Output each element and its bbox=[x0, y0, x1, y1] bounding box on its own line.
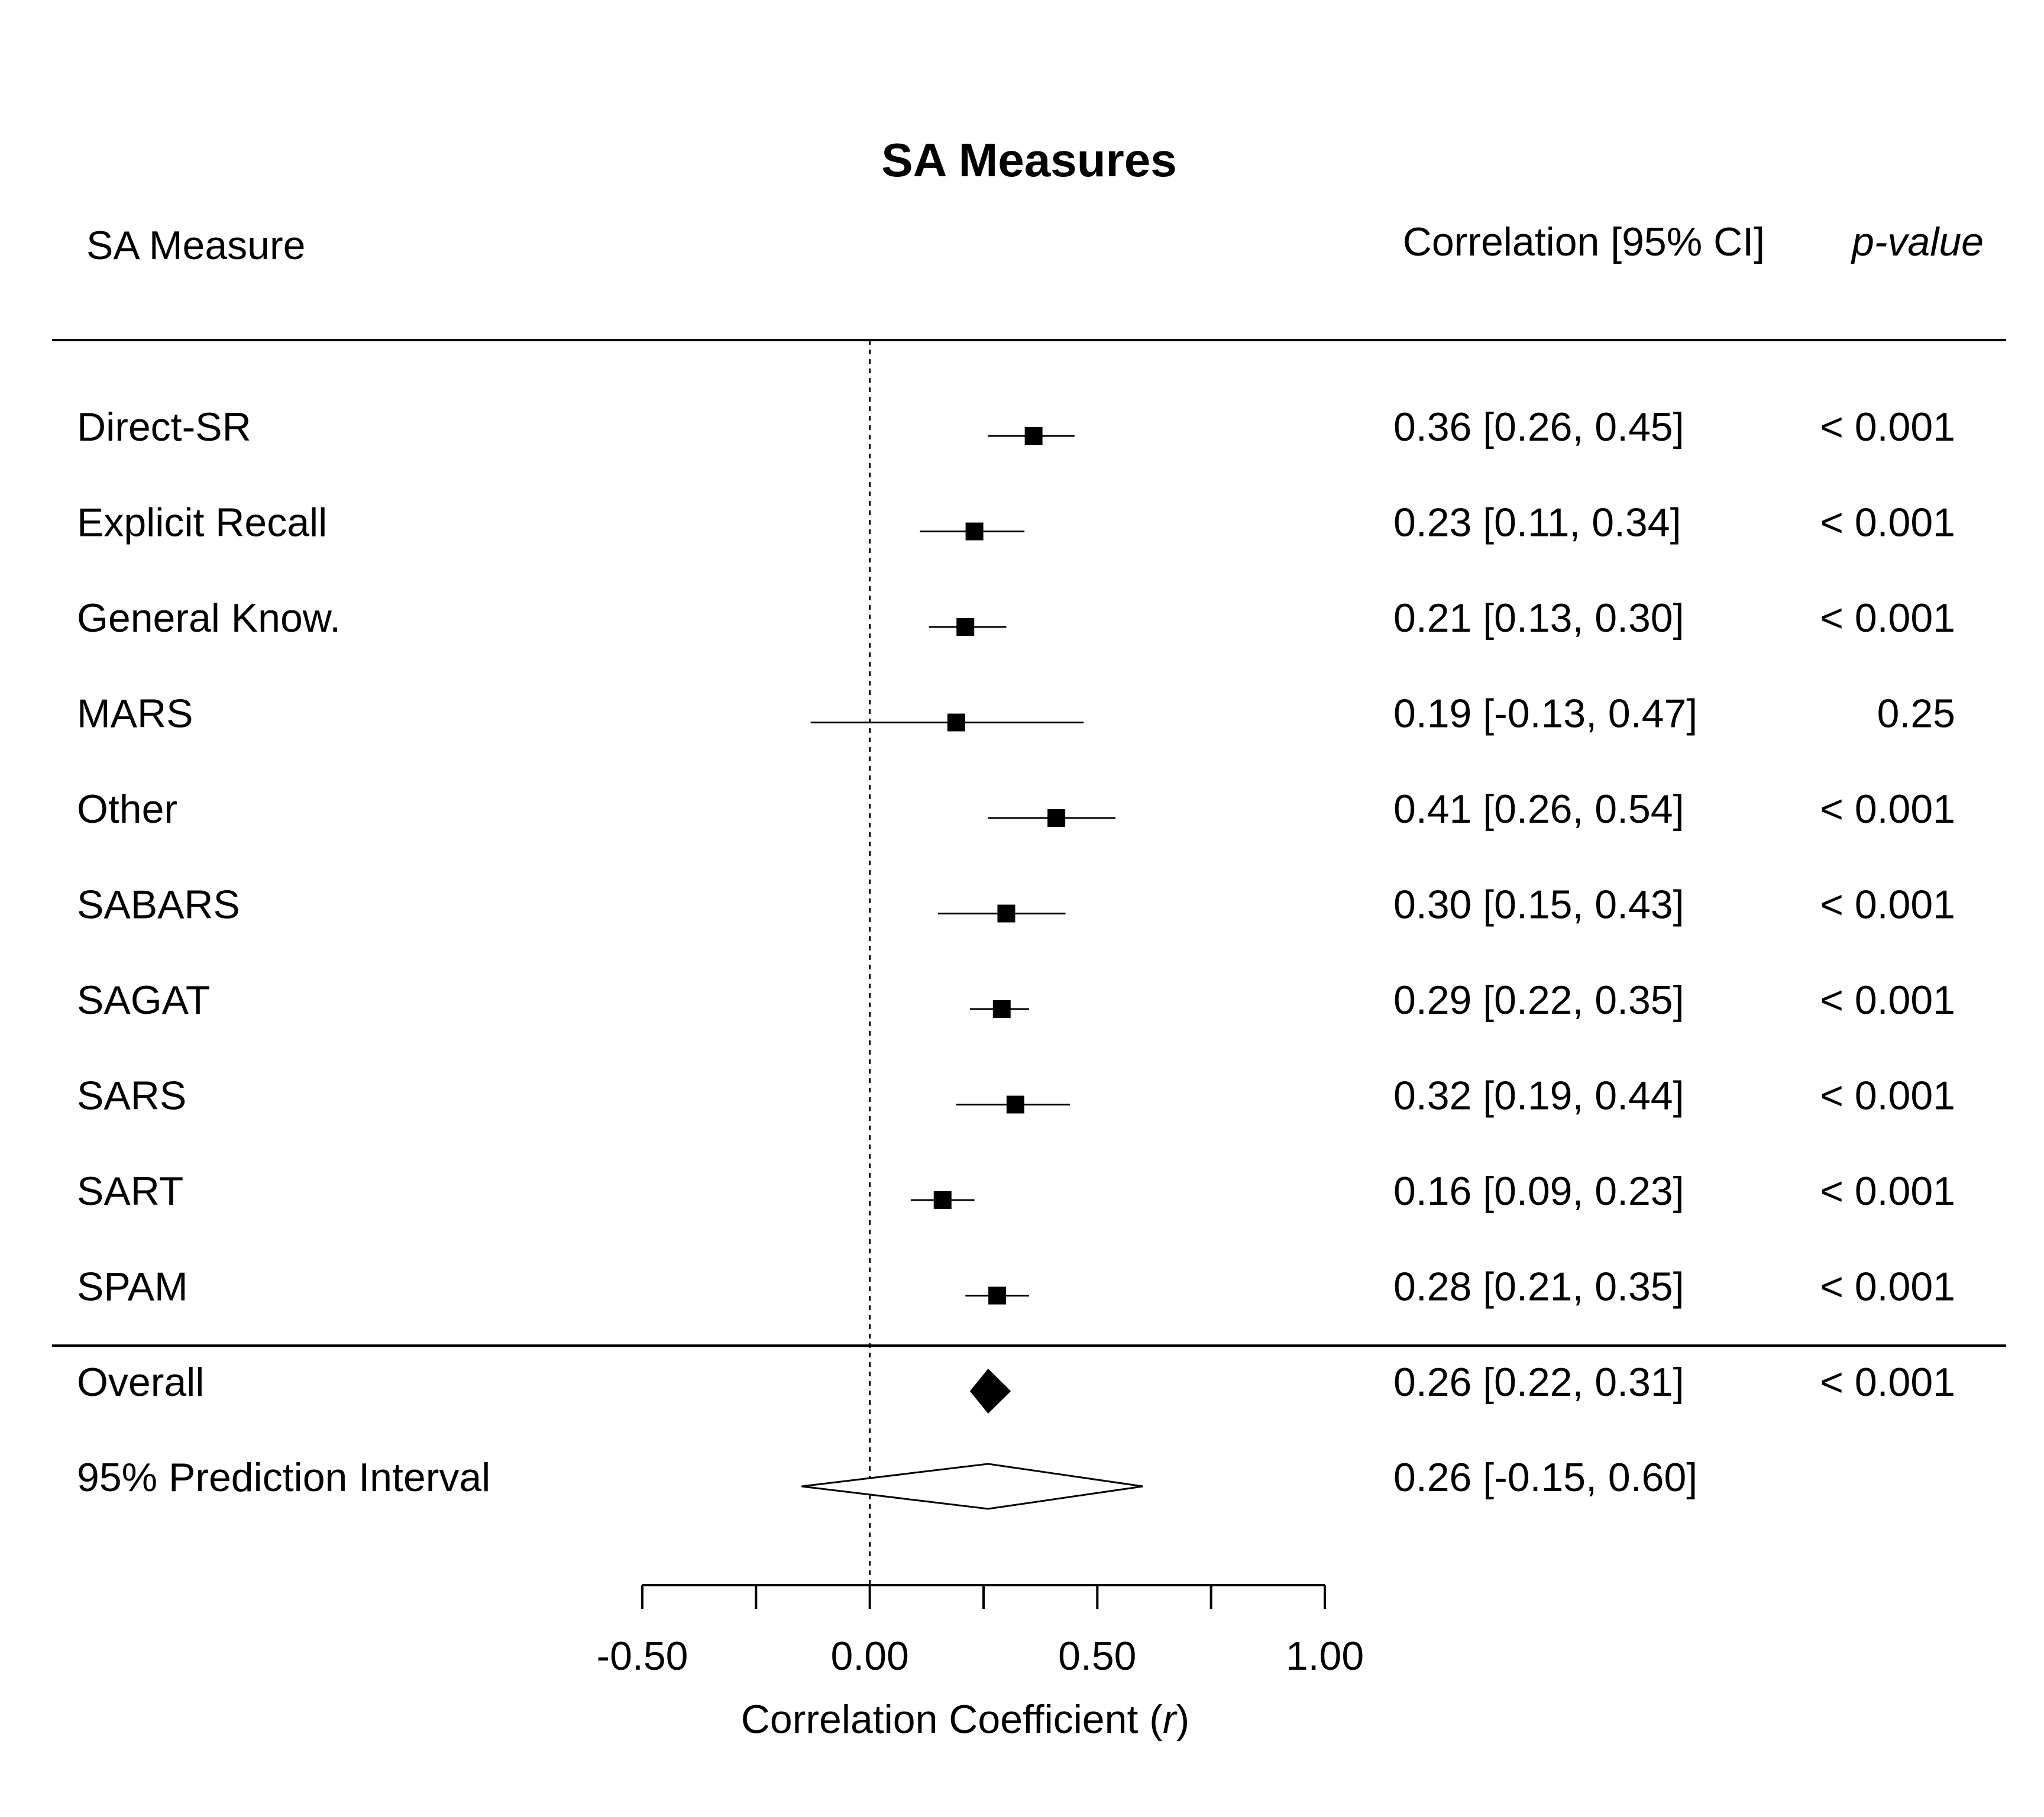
point-estimate-marker bbox=[956, 618, 975, 636]
study-label: SART bbox=[77, 1169, 183, 1214]
ci-text: 0.23 [0.11, 0.34] bbox=[1393, 500, 1681, 545]
study-rows: Direct-SR 0.36 [0.26, 0.45] < 0.001Explici… bbox=[77, 405, 1955, 1310]
p-value-text: < 0.001 bbox=[1820, 500, 1955, 545]
ci-text: 0.30 [0.15, 0.43] bbox=[1393, 882, 1684, 927]
study-label: SPAM bbox=[77, 1265, 188, 1310]
ci-text: 0.16 [0.09, 0.23] bbox=[1393, 1169, 1684, 1214]
chart-title: SA Measures bbox=[881, 134, 1177, 186]
point-estimate-marker bbox=[1047, 809, 1066, 827]
study-label: Other bbox=[77, 787, 177, 832]
p-value-text: < 0.001 bbox=[1820, 405, 1955, 450]
study-row: Direct-SR 0.36 [0.26, 0.45] < 0.001 bbox=[77, 405, 1955, 450]
x-axis-tick-label: 0.50 bbox=[1058, 1634, 1136, 1679]
x-axis-title-prefix: Correlation Coefficient ( bbox=[741, 1697, 1163, 1742]
study-row: Other 0.41 [0.26, 0.54] < 0.001 bbox=[77, 787, 1955, 832]
point-estimate-marker bbox=[1006, 1095, 1024, 1114]
x-axis-tick-label: 1.00 bbox=[1286, 1634, 1364, 1679]
prediction-interval-row: 95% Prediction Interval 0.26 [-0.15, 0.60… bbox=[77, 1455, 1697, 1510]
x-axis-title: Correlation Coefficient (r) bbox=[741, 1697, 1189, 1742]
study-row: Explicit Recall 0.23 [0.11, 0.34] < 0.001 bbox=[77, 500, 1955, 545]
x-axis-tick-label: 0.00 bbox=[830, 1634, 908, 1679]
study-label: MARS bbox=[77, 691, 193, 736]
p-value-text: < 0.001 bbox=[1820, 882, 1955, 927]
point-estimate-marker bbox=[933, 1191, 952, 1209]
measure-column-header: SA Measure bbox=[86, 223, 305, 268]
p-value-text: < 0.001 bbox=[1820, 596, 1955, 641]
study-label: SAGAT bbox=[77, 978, 210, 1023]
pvalue-column-header: p-value bbox=[1851, 219, 1984, 264]
study-row: General Know. 0.21 [0.13, 0.30] < 0.001 bbox=[77, 596, 1955, 641]
ci-text: 0.41 [0.26, 0.54] bbox=[1393, 787, 1684, 832]
x-axis-title-symbol: r bbox=[1163, 1697, 1178, 1742]
overall-label: Overall bbox=[77, 1360, 204, 1405]
p-value-text: < 0.001 bbox=[1820, 1074, 1955, 1118]
p-value-text: < 0.001 bbox=[1820, 787, 1955, 832]
point-estimate-marker bbox=[988, 1286, 1007, 1305]
point-estimate-marker bbox=[992, 1000, 1011, 1018]
ci-text: 0.29 [0.22, 0.35] bbox=[1393, 978, 1684, 1023]
study-row: SAGAT 0.29 [0.22, 0.35] < 0.001 bbox=[77, 978, 1955, 1023]
study-label: Explicit Recall bbox=[77, 500, 327, 545]
study-label: Direct-SR bbox=[77, 405, 251, 450]
prediction-interval-ci-text: 0.26 [-0.15, 0.60] bbox=[1393, 1455, 1697, 1500]
study-row: SABARS 0.30 [0.15, 0.43] < 0.001 bbox=[77, 882, 1955, 927]
study-label: General Know. bbox=[77, 596, 341, 641]
study-row: SARS 0.32 [0.19, 0.44] < 0.001 bbox=[77, 1074, 1955, 1118]
p-value-text: < 0.001 bbox=[1820, 1169, 1955, 1214]
overall-p-value-text: < 0.001 bbox=[1820, 1360, 1955, 1405]
p-value-text: < 0.001 bbox=[1820, 978, 1955, 1023]
x-axis-tick-label: -0.50 bbox=[597, 1634, 688, 1679]
study-row: SART 0.16 [0.09, 0.23] < 0.001 bbox=[77, 1169, 1955, 1214]
ci-text: 0.28 [0.21, 0.35] bbox=[1393, 1265, 1684, 1310]
point-estimate-marker bbox=[1024, 427, 1043, 445]
ci-text: 0.32 [0.19, 0.44] bbox=[1393, 1074, 1684, 1118]
study-label: SARS bbox=[77, 1074, 186, 1118]
overall-diamond bbox=[969, 1369, 1011, 1414]
prediction-interval-label: 95% Prediction Interval bbox=[77, 1455, 490, 1500]
correlation-column-header: Correlation [95% CI] bbox=[1403, 219, 1765, 264]
summary-rows: Overall 0.26 [0.22, 0.31] < 0.001 95% Predi… bbox=[77, 1360, 1955, 1510]
point-estimate-marker bbox=[997, 904, 1015, 923]
prediction-interval-diamond bbox=[801, 1463, 1143, 1510]
ci-text: 0.19 [-0.13, 0.47] bbox=[1393, 691, 1697, 736]
p-value-text: 0.25 bbox=[1877, 691, 1955, 736]
overall-row: Overall 0.26 [0.22, 0.31] < 0.001 bbox=[77, 1360, 1955, 1414]
x-axis: -0.50 0.00 0.50 1.00 bbox=[597, 1584, 1364, 1679]
study-label: SABARS bbox=[77, 882, 240, 927]
point-estimate-marker bbox=[947, 713, 965, 732]
point-estimate-marker bbox=[965, 522, 984, 541]
overall-ci-text: 0.26 [0.22, 0.31] bbox=[1393, 1360, 1684, 1405]
x-axis-title-suffix: ) bbox=[1176, 1697, 1190, 1742]
study-row: MARS 0.19 [-0.13, 0.47] 0.25 bbox=[77, 691, 1955, 736]
study-row: SPAM 0.28 [0.21, 0.35] < 0.001 bbox=[77, 1265, 1955, 1310]
ci-text: 0.21 [0.13, 0.30] bbox=[1393, 596, 1684, 641]
p-value-text: < 0.001 bbox=[1820, 1265, 1955, 1310]
ci-text: 0.36 [0.26, 0.45] bbox=[1393, 405, 1684, 450]
